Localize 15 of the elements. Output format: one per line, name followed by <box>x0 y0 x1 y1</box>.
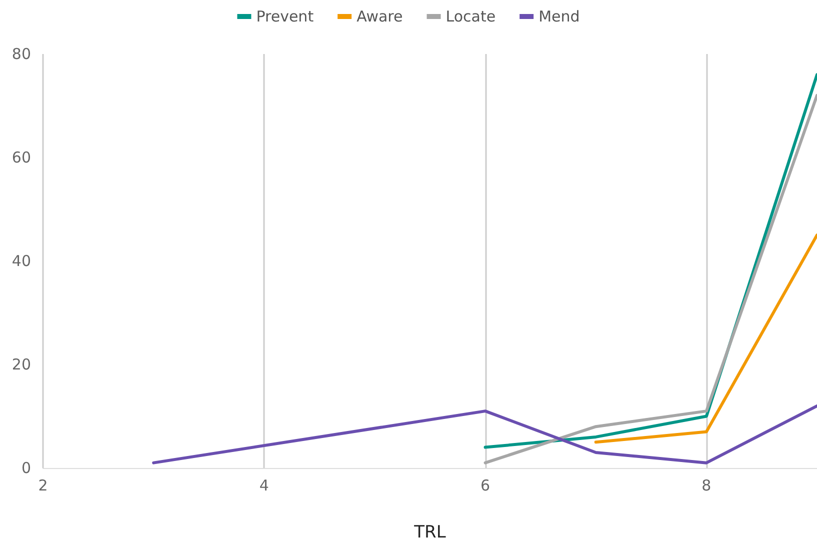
y-tick-label: 80 <box>12 45 31 63</box>
x-axis-title: TRL <box>413 522 446 542</box>
y-tick-label: 40 <box>12 252 31 270</box>
y-tick-label: 20 <box>12 356 31 374</box>
legend-label: Prevent <box>256 8 314 26</box>
line-series <box>152 404 817 464</box>
y-tick-label: 60 <box>12 148 31 166</box>
x-tick-label: 8 <box>702 476 712 494</box>
y-tick-label: 0 <box>21 459 31 477</box>
legend-label: Aware <box>356 8 403 26</box>
x-tick-label: 4 <box>259 476 269 494</box>
x-tick-label: 2 <box>38 476 48 494</box>
x-tick-label: 6 <box>480 476 490 494</box>
legend-label: Mend <box>538 8 580 26</box>
legend-label: Locate <box>446 8 496 26</box>
